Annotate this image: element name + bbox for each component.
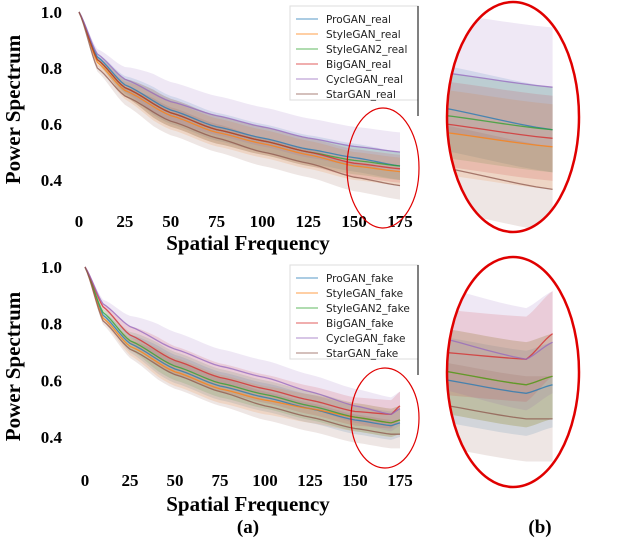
band-stargan: [448, 258, 553, 462]
legend-entry: StyleGAN2_real: [326, 44, 407, 56]
line-cyclegan: [84, 266, 401, 416]
line-stylegan: [78, 11, 401, 173]
band-stylegan: [448, 258, 553, 428]
legend-entry: CycleGAN_fake: [326, 333, 405, 345]
line-stylegan2: [84, 266, 401, 424]
line-biggan: [78, 11, 401, 170]
band-stylegan2: [448, 3, 553, 173]
x-tick-label: 75: [208, 212, 225, 231]
band-stylegan: [448, 3, 553, 190]
y-tick-label: 0.8: [41, 59, 62, 78]
x-tick-label: 150: [341, 212, 367, 231]
x-tick-label: 50: [167, 471, 184, 490]
x-tick-label: 100: [250, 212, 276, 231]
legend-entry: BigGAN_real: [326, 59, 391, 71]
legend-entry: BigGAN_fake: [326, 318, 394, 330]
caption-a: (a): [237, 517, 259, 538]
legend-entry: StyleGAN_real: [326, 29, 401, 41]
highlight-ellipse: [350, 367, 420, 469]
legend-box: [289, 5, 419, 101]
x-tick-label: 150: [342, 471, 368, 490]
line-stargan: [78, 11, 401, 187]
line-stargan: [448, 258, 553, 420]
band-progan: [79, 12, 400, 180]
x-tick-label: 175: [387, 471, 413, 490]
band-cyclegan: [79, 12, 400, 172]
legend: ProGAN_real StyleGAN_real StyleGAN2_real Bi…: [289, 5, 419, 116]
line-progan: [448, 258, 553, 394]
x-tick-label: 50: [162, 212, 179, 231]
line-progan: [84, 266, 401, 427]
highlight-ellipse: [346, 107, 420, 229]
y-tick-label: 0.6: [41, 371, 62, 390]
x-tick-label: 0: [81, 471, 90, 490]
y-tick-label: 0.4: [41, 171, 63, 190]
y-tick-label: 1.0: [41, 258, 62, 277]
legend-entry: StyleGAN_fake: [326, 288, 403, 300]
legend: ProGAN_fake StyleGAN_fake StyleGAN2_fake Bi…: [289, 264, 419, 375]
legend-entry: StarGAN_fake: [326, 348, 398, 360]
band-stylegan: [79, 12, 400, 186]
chart-fake: 0 25 50 75 100 125 150 175 0.4 0.6 0.8 1.0 Spatial F…: [1, 258, 420, 516]
legend-entry: CycleGAN_real: [326, 74, 403, 86]
line-biggan: [84, 266, 401, 415]
line-stargan: [84, 266, 400, 435]
x-tick-label: 100: [252, 471, 278, 490]
x-tick-label: 75: [212, 471, 229, 490]
legend-entry: StyleGAN2_fake: [326, 303, 410, 315]
legend-entry: ProGAN_fake: [326, 273, 393, 285]
band-biggan: [448, 3, 553, 181]
caption-b: (b): [528, 517, 551, 538]
zoom-ellipse: [445, 255, 581, 489]
legend-entry: ProGAN_real: [326, 14, 391, 26]
x-tick-label: 125: [297, 471, 323, 490]
zoom-panel-fake: [448, 258, 553, 462]
zoom-ellipse: [445, 0, 581, 234]
x-tick-label: 25: [116, 212, 133, 231]
y-tick-label: 0.8: [41, 315, 62, 334]
band-cyclegan: [85, 267, 400, 432]
line-cyclegan: [78, 11, 401, 153]
x-tick-label: 25: [122, 471, 139, 490]
x-axis-label: Spatial Frequency: [166, 231, 330, 255]
x-tick-label: 0: [75, 212, 84, 231]
y-axis-label: Power Spectrum: [1, 291, 25, 441]
y-tick-label: 0.6: [41, 115, 62, 134]
y-tick-label: 1.0: [41, 3, 62, 22]
band-stylegan2: [79, 12, 400, 180]
legend-entry: StarGAN_real: [326, 89, 396, 101]
band-progan: [448, 258, 553, 436]
line-progan: [78, 11, 401, 167]
zoom-panel-real: [448, 3, 553, 231]
line-cyclegan: [448, 258, 553, 360]
legend-box: [289, 264, 419, 360]
line-stylegan2: [448, 258, 553, 386]
x-tick-label: 125: [296, 212, 322, 231]
band-stylegan: [85, 267, 400, 437]
band-stargan: [79, 12, 400, 200]
x-axis-label: Spatial Frequency: [166, 492, 330, 516]
line-biggan: [448, 258, 553, 360]
y-tick-label: 0.4: [41, 428, 63, 447]
y-axis-label: Power Spectrum: [1, 34, 25, 184]
